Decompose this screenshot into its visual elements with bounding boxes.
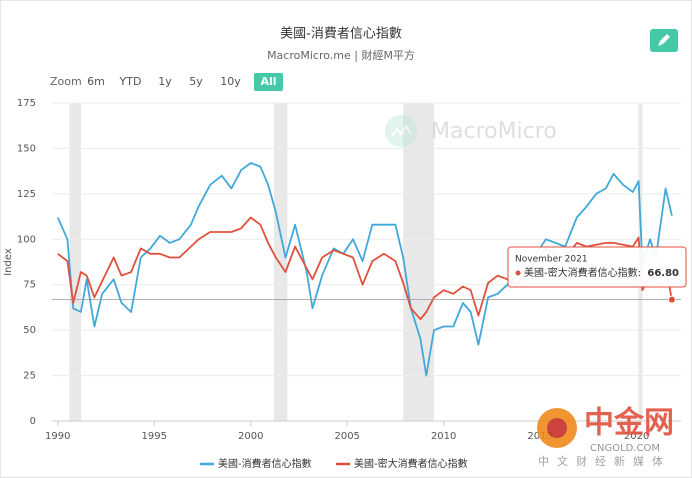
x-tick-label: 2000: [238, 431, 263, 442]
tooltip-date: November 2021: [515, 255, 588, 265]
legend-label[interactable]: 美國-消費者信心指數: [218, 457, 312, 470]
y-tick-label: 100: [17, 234, 36, 245]
tooltip-point: [667, 295, 676, 304]
series-line: [57, 216, 673, 321]
zoom-button[interactable]: All: [260, 75, 276, 88]
x-tick-label: 2010: [431, 431, 456, 442]
tooltip-dot: [515, 270, 521, 276]
logo-slogan: 中文财经新媒体: [538, 454, 671, 468]
y-tick-label: 125: [17, 189, 36, 200]
y-tick-label: 25: [23, 371, 36, 382]
zoom-button[interactable]: 5y: [189, 75, 203, 88]
zoom-button[interactable]: 10y: [220, 75, 241, 88]
zoom-button[interactable]: 6m: [87, 75, 105, 88]
recession-band: [69, 103, 81, 421]
y-tick-label: 175: [17, 98, 36, 109]
y-tick-label: 150: [17, 143, 36, 154]
x-tick-label: 2005: [334, 431, 359, 442]
y-tick-label: 0: [30, 416, 36, 427]
y-tick-label: 75: [23, 280, 36, 291]
y-tick-label: 50: [23, 325, 36, 336]
zoom-button-bg[interactable]: [254, 73, 283, 91]
legend-label[interactable]: 美國-密大消費者信心指數: [354, 457, 468, 470]
tooltip-label: 美國-密大消費者信心指數:: [524, 266, 641, 279]
edit-button[interactable]: [650, 29, 678, 52]
watermark: MacroMicro: [385, 115, 557, 147]
x-tick-label: 1995: [142, 431, 167, 442]
recession-band: [273, 103, 288, 421]
x-tick-label: 2020: [624, 431, 649, 442]
chart-subtitle: MacroMicro.me | 財經M平方: [267, 48, 415, 62]
logo-domain: CNGOLD.COM: [590, 443, 660, 454]
chart-title: 美國-消費者信心指數: [280, 27, 402, 42]
logo-icon-inner: [547, 418, 567, 438]
pencil-icon: [658, 34, 670, 46]
zoom-label: Zoom: [50, 75, 82, 88]
zoom-button[interactable]: 1y: [158, 75, 172, 88]
tooltip-value: 66.80: [647, 268, 679, 279]
watermark-icon: [385, 115, 417, 147]
y-axis-label: Index: [3, 248, 14, 276]
watermark-icon-line: [391, 124, 412, 137]
series-line: [56, 162, 673, 377]
x-tick-label: 1990: [45, 431, 70, 442]
zoom-button[interactable]: YTD: [119, 75, 142, 88]
logo-name: 中金网: [584, 406, 674, 441]
watermark-text: MacroMicro: [431, 119, 557, 144]
tooltip: [507, 246, 687, 288]
recession-band: [403, 103, 435, 421]
